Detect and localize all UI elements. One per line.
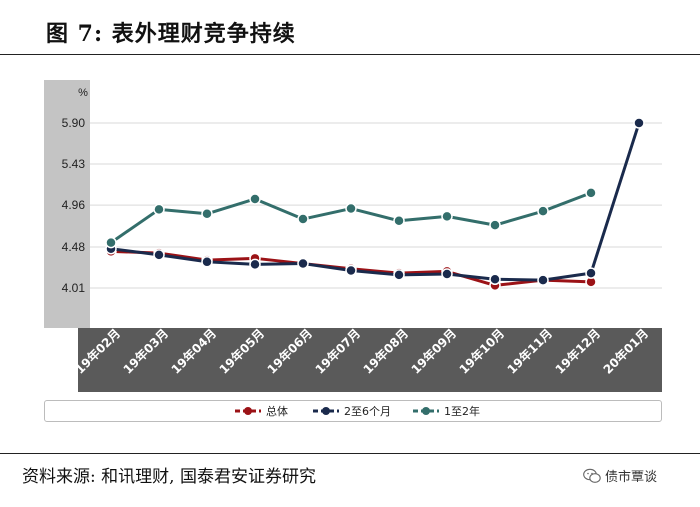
data-point	[489, 273, 501, 286]
data-point	[297, 257, 309, 270]
data-point	[585, 187, 597, 199]
data-point	[537, 205, 549, 217]
legend-swatch-marker	[244, 407, 252, 415]
bottom-rule	[0, 453, 700, 454]
data-point	[249, 258, 261, 271]
data-point	[393, 269, 405, 281]
legend-swatch-marker	[322, 407, 330, 415]
y-tick-label: 5.43	[62, 157, 86, 171]
figure-title: 图 7: 表外理财竞争持续	[46, 21, 296, 47]
watermark: 债市覃谈	[583, 466, 657, 485]
data-point	[345, 202, 357, 215]
data-point	[153, 203, 165, 216]
legend-label: 1至2年	[444, 404, 480, 418]
data-point	[441, 210, 453, 223]
data-point	[201, 208, 213, 220]
plot-area	[90, 80, 662, 328]
series-lines	[105, 117, 645, 292]
x-axis-band	[78, 328, 662, 392]
y-tick-label: 5.90	[62, 116, 86, 130]
y-tick-label: 4.48	[62, 240, 86, 254]
series-2-to-6-months	[105, 117, 645, 286]
series-line	[110, 122, 641, 282]
y-tick-label: 4.01	[62, 281, 86, 295]
y-tick-label: 4.96	[62, 198, 86, 212]
data-point	[345, 264, 357, 277]
y-unit-label: %	[78, 87, 88, 99]
data-point	[633, 117, 645, 129]
data-point	[249, 193, 261, 205]
legend: 总体 2至6个月 1至2年	[44, 400, 662, 422]
data-point	[393, 215, 405, 227]
y-axis-ticks: 4.01 4.48 4.96 5.43 5.90	[62, 116, 86, 295]
wechat-icon	[583, 468, 601, 483]
data-point	[585, 267, 597, 279]
source-note: 资料来源: 和讯理财, 国泰君安证券研究	[22, 467, 316, 487]
gridlines	[90, 122, 662, 289]
data-point	[201, 256, 213, 268]
data-point	[537, 274, 549, 286]
y-axis-band	[44, 80, 90, 328]
legend-swatch-marker	[422, 407, 430, 415]
data-point	[441, 268, 453, 280]
top-rule	[0, 54, 700, 55]
data-point	[297, 213, 309, 225]
legend-label: 2至6个月	[344, 405, 391, 418]
data-point	[153, 249, 165, 261]
series-1-to-2-years	[105, 187, 597, 249]
chart-background	[44, 80, 662, 392]
legend-label: 总体	[266, 404, 288, 418]
watermark-text: 债市覃谈	[605, 470, 658, 485]
data-point	[105, 236, 117, 249]
data-point	[489, 219, 501, 231]
